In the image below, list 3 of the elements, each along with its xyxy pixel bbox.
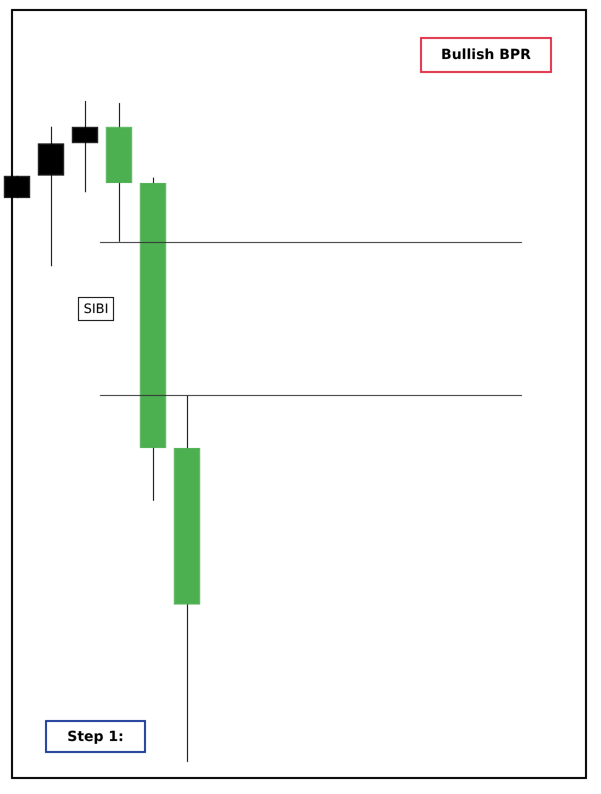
text: Bullish BPR xyxy=(420,37,552,73)
annotation: SIBI xyxy=(78,297,114,321)
annotation: Step 1: xyxy=(45,720,146,753)
